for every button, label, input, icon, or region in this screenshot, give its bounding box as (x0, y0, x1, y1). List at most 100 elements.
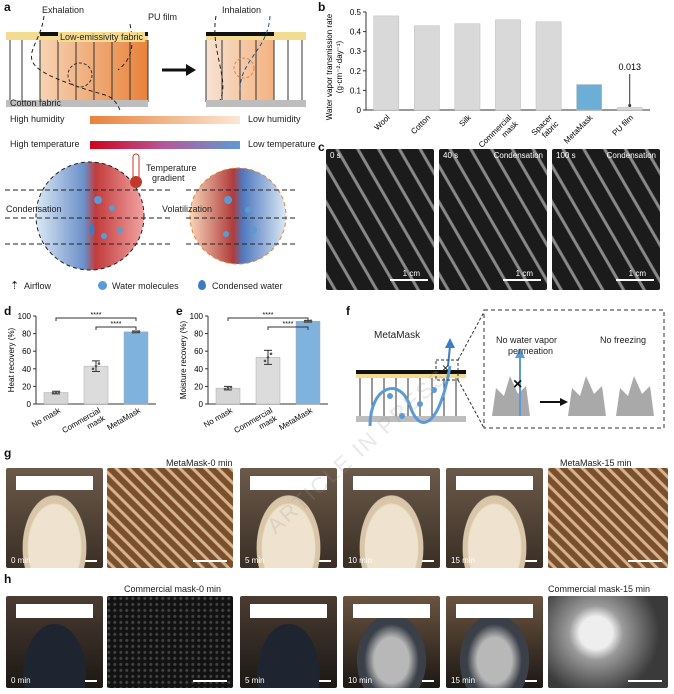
y-tick-label: 40 (22, 365, 31, 374)
time-label: 100 s (556, 151, 576, 160)
y-axis-label: Moisture recovery (%) (179, 321, 188, 400)
water-molecule-icon (98, 281, 107, 290)
significance-label: **** (91, 312, 102, 319)
commercial-face-photo: 5 min (240, 596, 337, 688)
svg-text:×: × (442, 361, 449, 375)
y-tick-label: 0.5 (350, 8, 362, 17)
fabric-micrograph: 0 s 1 cm (326, 149, 434, 290)
time-label: 10 min (348, 676, 373, 685)
scale-bar (503, 279, 541, 281)
privacy-box (16, 476, 93, 490)
fabric-micrograph: 100 s Condensation 1 cm (552, 149, 660, 290)
y-axis-label: Water vapor transmission rate(g·cm⁻²·day… (325, 13, 344, 120)
scale-label: 1 cm (402, 269, 420, 278)
no-freezing-label: No freezing (600, 335, 647, 345)
privacy-box (456, 476, 533, 490)
time-label: 40 s (443, 151, 459, 160)
low-humidity-label: Low humidity (248, 114, 301, 124)
legend-water-molecules: Water molecules (112, 281, 179, 291)
no-vapor-label-1: No water vapor (496, 335, 558, 345)
scale-bar (422, 680, 434, 682)
privacy-box (456, 604, 533, 618)
annotation-label: 0.013 (618, 62, 641, 72)
panel-label-b: b (318, 0, 326, 14)
metamask-face-photo: 0 min (6, 468, 103, 568)
privacy-box (250, 476, 327, 490)
panel-label-d: d (4, 304, 12, 318)
significance-bracket (227, 317, 309, 321)
airflow-icon: ⇡ (10, 280, 20, 292)
temperature-gradient-bar (90, 141, 240, 149)
temperature-gradient-label-2: gradient (152, 173, 185, 183)
data-point (54, 391, 58, 394)
y-tick-label: 60 (22, 347, 31, 356)
x-tick-label: Wool (373, 113, 392, 132)
x-tick-label: PU film (611, 113, 636, 138)
time-label: 5 min (245, 556, 265, 565)
no-vapor-label-2: permeation (508, 346, 554, 356)
bar (123, 331, 149, 405)
h-title-right: Commercial mask-15 min (548, 584, 651, 594)
y-tick-label: 20 (194, 382, 203, 391)
scale-bar (422, 560, 434, 562)
data-point (229, 385, 233, 389)
x-tick-line: No mask (30, 405, 63, 429)
y-axis-label: Heat recovery (%) (7, 327, 16, 392)
y-tick-label: 0.3 (350, 47, 362, 56)
time-label: 15 min (451, 676, 476, 685)
scale-bar (525, 680, 537, 682)
panel-label-e: e (176, 304, 183, 318)
y-tick-label: 80 (194, 330, 203, 339)
y-axis-label-line: Water vapor transmission rate (325, 13, 334, 120)
data-point (223, 387, 227, 391)
bar (495, 19, 521, 111)
g-title-left: MetaMask-0 min (166, 458, 233, 468)
scale-bar (628, 680, 662, 682)
x-tick-line: No mask (202, 405, 235, 429)
high-temperature-label: High temperature (10, 139, 80, 149)
y-tick-label: 80 (22, 330, 31, 339)
commercial-frost-closeup (548, 596, 668, 688)
data-point (306, 319, 310, 323)
y-tick-label: 0 (357, 106, 362, 115)
data-point (309, 319, 313, 323)
bar (454, 23, 481, 111)
mask-airflow-schematic (6, 15, 306, 111)
significance-label: **** (283, 321, 294, 328)
scale-bar (525, 560, 537, 562)
y-axis-label-line: (g·cm⁻²·day⁻¹) (335, 40, 344, 93)
time-label: 5 min (245, 676, 265, 685)
x-tick-line: Wool (373, 113, 392, 132)
cotton-fabric-label: Cotton fabric (10, 98, 62, 108)
low-temperature-label: Low temperature (248, 139, 316, 149)
x-tick-label: Commercialmask (233, 405, 280, 442)
metamask-knit-closeup (548, 468, 668, 568)
y-tick-label: 0.2 (350, 67, 362, 76)
y-tick-label: 0.4 (350, 28, 362, 37)
bar (255, 357, 281, 405)
significance-label: **** (111, 321, 122, 328)
bar (535, 21, 562, 111)
scale-bar (319, 680, 331, 682)
y-tick-label: 100 (18, 312, 32, 321)
time-label: 15 min (451, 556, 476, 565)
data-point (57, 390, 61, 394)
significance-bracket (267, 326, 309, 330)
h-title-left: Commercial mask-0 min (124, 584, 222, 594)
x-tick-line: Silk (457, 112, 473, 128)
data-point (91, 367, 95, 371)
x-tick-line: MetaMask (278, 405, 315, 432)
x-tick-label: MetaMask (278, 405, 315, 432)
legend-condensed-water: Condensed water (212, 281, 283, 291)
condensation-volatilization-diagram (5, 153, 295, 271)
scale-bar (193, 680, 227, 682)
data-point (134, 330, 138, 334)
volatilization-label: Volatilization (162, 204, 213, 214)
pu-marker (628, 103, 632, 107)
data-point (269, 352, 273, 356)
panel-label-a: a (4, 0, 11, 14)
data-point (94, 364, 98, 368)
time-label: 0 min (11, 556, 31, 565)
